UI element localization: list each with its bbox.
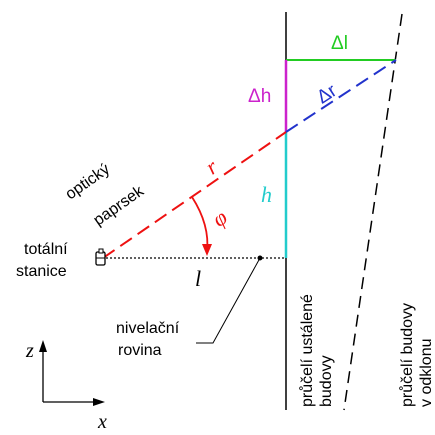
l-label: l bbox=[195, 266, 201, 291]
level-plane-label-line1: nivelační bbox=[116, 320, 180, 337]
delta-h-label: Δh bbox=[248, 86, 271, 107]
delta-l-label: Δl bbox=[331, 33, 348, 54]
ray-delta-r-segment bbox=[285, 59, 397, 133]
r-label: r bbox=[201, 154, 223, 180]
axis-x-label: x bbox=[97, 411, 107, 433]
optical-ray-label-line1: optický bbox=[63, 161, 114, 203]
optical-ray-label-line2: paprsek bbox=[91, 182, 148, 229]
tilted-facade-label-line1: průčelí budovy bbox=[398, 303, 416, 407]
h-label: h bbox=[261, 182, 272, 207]
ray-r-segment bbox=[102, 131, 287, 259]
phi-label: φ bbox=[207, 204, 231, 231]
tilted-facade-label-line2: v odklonu bbox=[418, 339, 435, 408]
phi-arrowhead bbox=[202, 244, 212, 256]
level-plane-label-line2: rovina bbox=[118, 342, 162, 359]
delta-r-label: Δr bbox=[313, 80, 341, 108]
total-station-label-line2: stanice bbox=[16, 263, 67, 280]
total-station-icon bbox=[95, 248, 106, 266]
stable-facade-label-line2: budovy bbox=[318, 355, 335, 407]
axis-z-label: z bbox=[25, 340, 34, 362]
phi-angle-arc bbox=[191, 196, 209, 253]
tilted-facade-line bbox=[343, 13, 403, 411]
axes-icon bbox=[39, 340, 105, 406]
total-station-label-line1: totální bbox=[24, 241, 68, 258]
level-plane-leader bbox=[196, 257, 261, 344]
stable-facade-label-line1: průčelí ustálené bbox=[298, 294, 316, 407]
